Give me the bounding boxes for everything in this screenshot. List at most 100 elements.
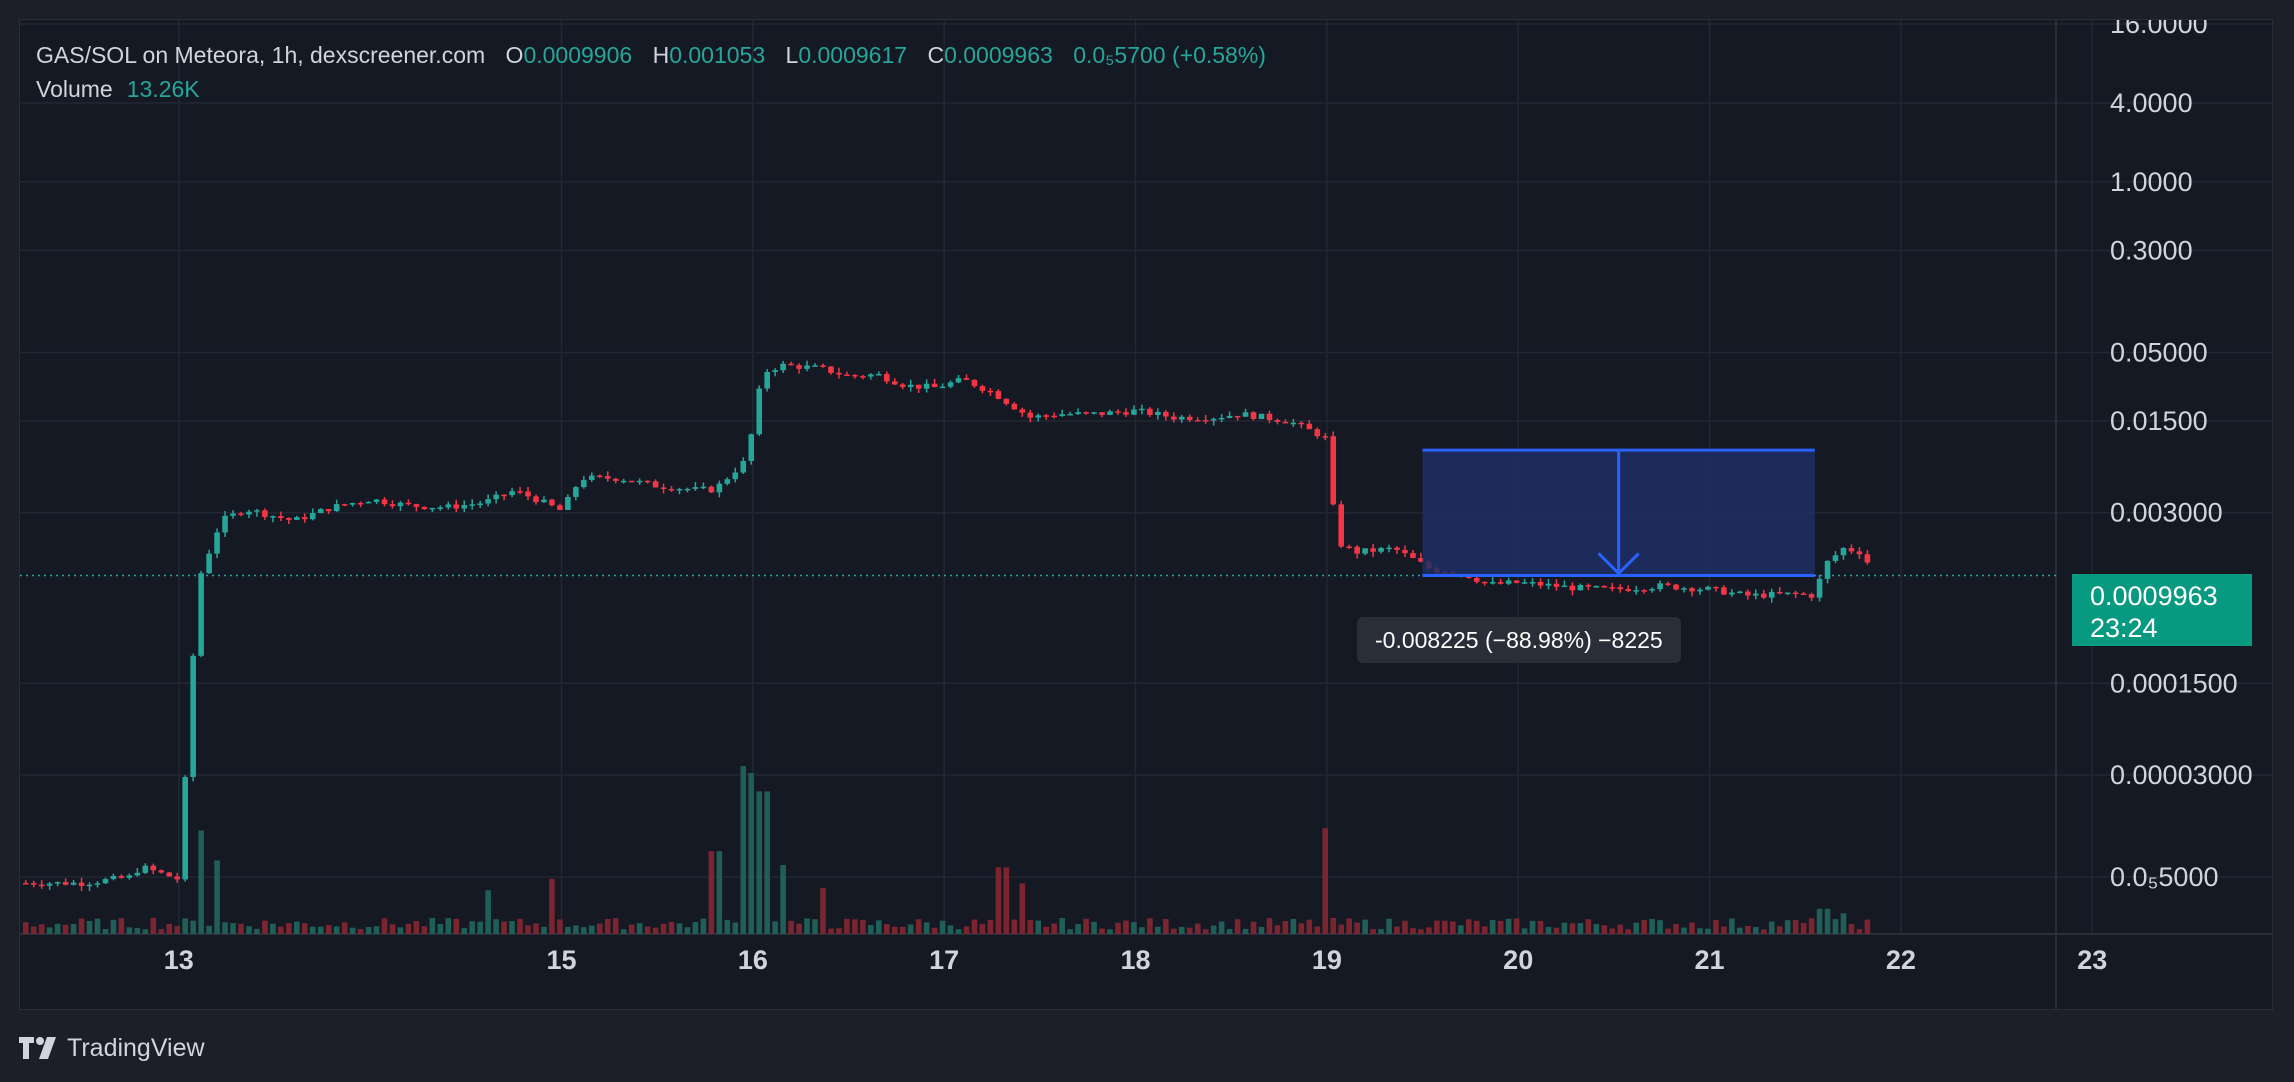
candle-body <box>461 505 468 509</box>
volume-bar <box>947 925 954 934</box>
volume-bar <box>1481 926 1488 934</box>
volume-bar <box>1489 920 1496 934</box>
candle-body <box>1681 588 1687 590</box>
candle-body <box>1585 584 1592 587</box>
volume-bar <box>110 919 117 934</box>
volume-bar <box>915 919 922 934</box>
candle-body <box>971 379 978 387</box>
candle-body <box>820 365 826 367</box>
candle-body <box>1521 582 1528 584</box>
candle-body <box>1665 583 1671 585</box>
volume-bar <box>1338 924 1345 934</box>
candle-body <box>1593 586 1600 588</box>
volume-bar <box>1458 925 1464 934</box>
candle-body <box>1250 412 1257 419</box>
candle-body <box>1322 436 1329 438</box>
volume-bar <box>820 888 826 934</box>
candle-body <box>860 376 866 378</box>
candle-body <box>70 882 77 885</box>
volume-bar <box>628 924 635 934</box>
volume-bar <box>1824 908 1831 934</box>
chart-legend: GAS/SOL on Meteora, 1h, dexscreener.com … <box>36 38 1266 106</box>
candle-body <box>1218 417 1225 420</box>
candle-body <box>1242 412 1249 417</box>
volume-bar <box>876 920 882 934</box>
volume-bar <box>38 924 45 934</box>
candle-body <box>1410 553 1416 558</box>
volume-bar <box>1003 867 1010 934</box>
chart-panel[interactable]: 16.0000 4.0000 1.0000 0.3000 0.05000 0.01500 0… <box>19 19 2273 1010</box>
volume-bar <box>668 921 675 934</box>
volume-bar <box>1641 920 1647 934</box>
volume-bar <box>533 923 539 934</box>
volume-bar <box>1625 929 1632 934</box>
symbol-title[interactable]: GAS/SOL on Meteora, 1h, dexscreener.com <box>36 42 486 68</box>
bar-countdown: 23:24 <box>2090 613 2158 643</box>
candle-body <box>1178 416 1185 420</box>
volume-bar <box>1521 928 1528 934</box>
volume-bar <box>796 923 802 934</box>
candle-body <box>94 883 101 885</box>
candle-body <box>764 371 770 389</box>
candle-body <box>1035 415 1042 418</box>
candle-body <box>174 876 181 880</box>
volume-bar <box>1609 928 1616 934</box>
candle-body <box>868 374 874 377</box>
volume-bar <box>1346 918 1352 934</box>
candle-body <box>1689 588 1695 592</box>
candle-body <box>995 391 1002 399</box>
candle-body <box>700 486 707 489</box>
volume-bar <box>541 926 547 934</box>
candle-body <box>1625 589 1632 592</box>
volume-bar <box>1473 920 1480 934</box>
tradingview-brand[interactable]: TradingView <box>19 1030 205 1066</box>
candle-body <box>1370 548 1376 552</box>
high-value: 0.001053 <box>669 42 766 68</box>
volume-label[interactable]: Volume <box>36 76 113 102</box>
volume-bar <box>979 923 986 934</box>
volume-bar <box>1147 918 1153 934</box>
volume-bar <box>238 923 244 934</box>
volume-bar <box>309 926 316 934</box>
x-tick-label: 22 <box>1886 945 1916 975</box>
volume-bar <box>724 919 731 934</box>
candle-body <box>756 388 763 435</box>
price-chart[interactable]: 16.0000 4.0000 1.0000 0.3000 0.05000 0.01500 0… <box>20 20 2273 1010</box>
x-tick-label: 19 <box>1312 945 1342 975</box>
volume-bar <box>1721 926 1727 934</box>
volume-bar <box>1776 926 1783 934</box>
candle-body <box>389 504 396 507</box>
candle-body <box>947 382 954 387</box>
volume-bar <box>740 766 747 934</box>
volume-bar <box>604 918 611 934</box>
candle-body <box>333 504 340 512</box>
candle-body <box>1099 412 1105 415</box>
volume-bar <box>389 924 396 934</box>
volume-bar <box>939 920 946 934</box>
candle-body <box>1649 589 1655 591</box>
candle-body <box>270 516 276 518</box>
volume-bar <box>1649 918 1655 934</box>
volume-bar <box>660 923 667 934</box>
candle-body <box>812 365 818 367</box>
candle-body <box>899 384 906 387</box>
volume-bar <box>1864 919 1871 934</box>
volume-bar <box>1298 923 1305 934</box>
volume-bar <box>1745 926 1751 934</box>
candle-body <box>325 509 332 512</box>
candle-body <box>1824 560 1831 579</box>
candle-body <box>142 865 149 873</box>
volume-bar <box>1194 923 1201 934</box>
volume-bar <box>118 918 125 934</box>
volume-bar <box>836 928 842 934</box>
y-tick-label: 0.0₅5000 <box>2110 862 2218 892</box>
candle-body <box>1497 582 1504 584</box>
volume-bar <box>812 919 818 934</box>
last-price-value: 0.0009963 <box>2090 581 2218 611</box>
candle-body <box>1003 398 1010 404</box>
candle-body <box>1864 554 1871 563</box>
candle-body <box>238 513 244 515</box>
volume-bar <box>1330 917 1337 934</box>
candle-body <box>317 509 324 514</box>
candle-body <box>1274 419 1281 422</box>
